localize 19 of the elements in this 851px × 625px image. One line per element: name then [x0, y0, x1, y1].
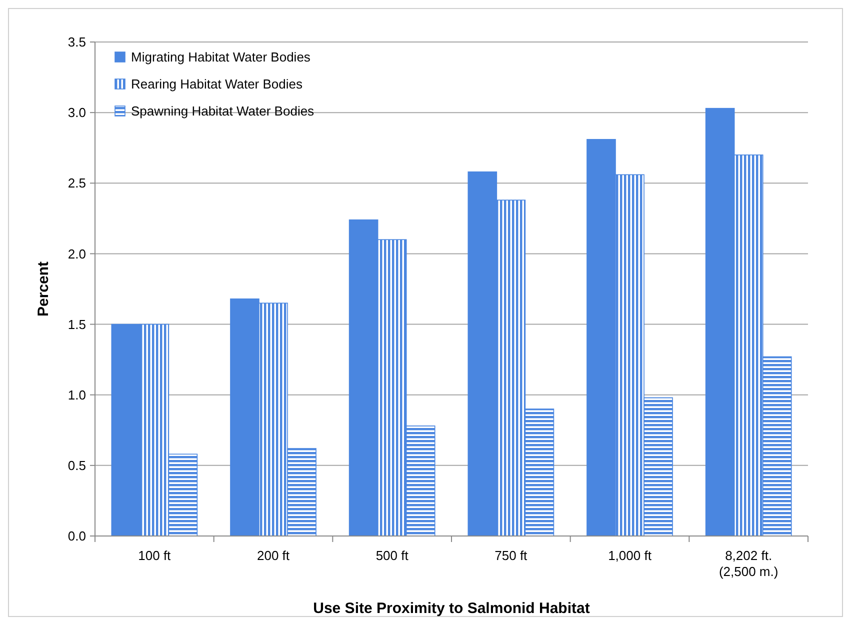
y-tick-label: 2.5 [68, 176, 86, 191]
legend-label: Spawning Habitat Water Bodies [131, 104, 315, 119]
x-tick-label: 100 ft [138, 548, 172, 563]
y-tick-label: 0.0 [68, 528, 86, 544]
y-tick-label: 3.0 [68, 105, 86, 120]
x-axis-title: Use Site Proximity to Salmonid Habitat [313, 600, 590, 617]
y-axis-title: Percent [35, 261, 52, 317]
x-tick-label: 1,000 ft [608, 548, 652, 563]
x-tick-label: 500 ft [376, 548, 409, 563]
x-tick-label: 8,202 ft. (2,500 m.) [718, 548, 778, 579]
x-tick-label: 750 ft [494, 548, 528, 563]
x-tick-label: 200 ft [256, 548, 290, 563]
y-tick-label: 0.5 [68, 458, 86, 473]
y-tick-label: 1.5 [68, 316, 86, 332]
y-tick-label: 1.0 [68, 387, 86, 402]
legend-label: Migrating Habitat Water Bodies [131, 50, 311, 65]
y-tick-label: 2.0 [68, 246, 86, 262]
y-tick-label: 3.5 [68, 34, 86, 50]
legend-label: Rearing Habitat Water Bodies [131, 76, 303, 92]
